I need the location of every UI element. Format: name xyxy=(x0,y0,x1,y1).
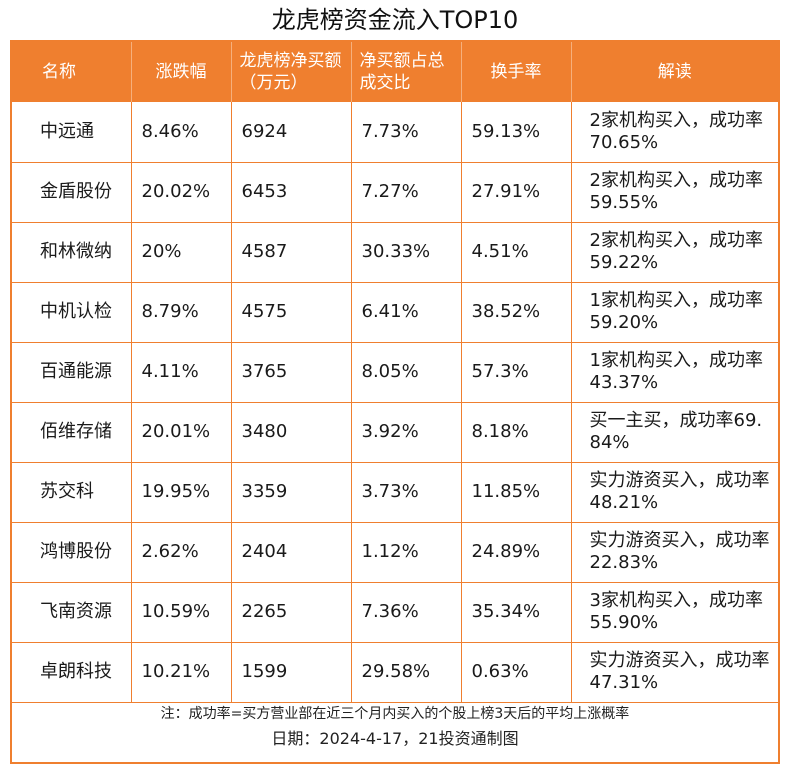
date-line: 日期：2024-4-17，21投资通制图 xyxy=(271,729,519,748)
cell-note: 3家机构买入，成功率55.90% xyxy=(571,582,778,643)
cell-net-buy: 1599 xyxy=(231,642,352,703)
cell-turnover: 57.3% xyxy=(461,342,572,403)
cell-turnover: 4.51% xyxy=(461,222,572,283)
cell-net-buy: 4587 xyxy=(231,222,352,283)
cell-name: 苏交科 xyxy=(12,462,132,523)
cell-note: 买一主买，成功率69.84% xyxy=(571,402,778,463)
table-row: 和林微纳 20% 4587 30.33% 4.51% 2家机构买入，成功率59.22% xyxy=(12,222,778,283)
cell-net-buy: 3359 xyxy=(231,462,352,523)
cell-ratio: 8.05% xyxy=(351,342,462,403)
cell-net-buy: 6924 xyxy=(231,102,352,163)
header-name: 名称 xyxy=(12,42,132,102)
cell-net-buy: 2404 xyxy=(231,522,352,583)
cell-note: 2家机构买入，成功率59.22% xyxy=(571,222,778,283)
table-row: 飞南资源 10.59% 2265 7.36% 35.34% 3家机构买入，成功率55.90… xyxy=(12,582,778,643)
table-frame: 名称 涨跌幅 龙虎榜净买额（万元） 净买额占总成交比 换手率 解读 中远通 8.4… xyxy=(10,40,780,764)
table-row: 百通能源 4.11% 3765 8.05% 57.3% 1家机构买入，成功率43.37% xyxy=(12,342,778,403)
table-row: 中远通 8.46% 6924 7.73% 59.13% 2家机构买入，成功率70.65% xyxy=(12,102,778,163)
footnote: 注：成功率=买方营业部在近三个月内买入的个股上榜3天后的平均上涨概率 xyxy=(160,706,630,722)
cell-note: 实力游资买入，成功率47.31% xyxy=(571,642,778,703)
page-title: 龙虎榜资金流入TOP10 xyxy=(271,6,519,34)
table-row: 苏交科 19.95% 3359 3.73% 11.85% 实力游资买入，成功率48.21% xyxy=(12,462,778,523)
cell-name: 中机认检 xyxy=(12,282,132,343)
cell-change: 20% xyxy=(131,222,232,283)
cell-ratio: 7.73% xyxy=(351,102,462,163)
cell-ratio: 1.12% xyxy=(351,522,462,583)
data-table: 名称 涨跌幅 龙虎榜净买额（万元） 净买额占总成交比 换手率 解读 中远通 8.4… xyxy=(12,42,778,703)
cell-note: 2家机构买入，成功率70.65% xyxy=(571,102,778,163)
table-row: 佰维存储 20.01% 3480 3.92% 8.18% 买一主买，成功率69.84% xyxy=(12,402,778,463)
cell-note: 实力游资买入，成功率22.83% xyxy=(571,522,778,583)
cell-name: 卓朗科技 xyxy=(12,642,132,703)
cell-change: 10.21% xyxy=(131,642,232,703)
cell-change: 4.11% xyxy=(131,342,232,403)
cell-turnover: 27.91% xyxy=(461,162,572,223)
cell-note: 实力游资买入，成功率48.21% xyxy=(571,462,778,523)
cell-note: 1家机构买入，成功率59.20% xyxy=(571,282,778,343)
cell-turnover: 59.13% xyxy=(461,102,572,163)
header-net-buy: 龙虎榜净买额（万元） xyxy=(231,42,352,102)
cell-change: 2.62% xyxy=(131,522,232,583)
cell-change: 20.02% xyxy=(131,162,232,223)
table-row: 卓朗科技 10.21% 1599 29.58% 0.63% 实力游资买入，成功率47.31… xyxy=(12,642,778,703)
table-row: 中机认检 8.79% 4575 6.41% 38.52% 1家机构买入，成功率59.20% xyxy=(12,282,778,343)
header-change: 涨跌幅 xyxy=(131,42,232,102)
cell-ratio: 3.92% xyxy=(351,402,462,463)
cell-name: 鸿博股份 xyxy=(12,522,132,583)
cell-ratio: 6.41% xyxy=(351,282,462,343)
cell-turnover: 11.85% xyxy=(461,462,572,523)
cell-change: 10.59% xyxy=(131,582,232,643)
cell-name: 和林微纳 xyxy=(12,222,132,283)
cell-turnover: 8.18% xyxy=(461,402,572,463)
cell-change: 19.95% xyxy=(131,462,232,523)
cell-turnover: 38.52% xyxy=(461,282,572,343)
cell-note: 2家机构买入，成功率59.55% xyxy=(571,162,778,223)
cell-name: 百通能源 xyxy=(12,342,132,403)
cell-change: 8.79% xyxy=(131,282,232,343)
cell-turnover: 0.63% xyxy=(461,642,572,703)
cell-change: 20.01% xyxy=(131,402,232,463)
cell-net-buy: 3765 xyxy=(231,342,352,403)
header-ratio: 净买额占总成交比 xyxy=(351,42,462,102)
cell-net-buy: 6453 xyxy=(231,162,352,223)
cell-turnover: 24.89% xyxy=(461,522,572,583)
cell-net-buy: 2265 xyxy=(231,582,352,643)
header-turnover: 换手率 xyxy=(461,42,572,102)
cell-name: 佰维存储 xyxy=(12,402,132,463)
cell-ratio: 30.33% xyxy=(351,222,462,283)
cell-net-buy: 3480 xyxy=(231,402,352,463)
cell-name: 中远通 xyxy=(12,102,132,163)
header-note: 解读 xyxy=(571,42,778,102)
table-row: 鸿博股份 2.62% 2404 1.12% 24.89% 实力游资买入，成功率22.83% xyxy=(12,522,778,583)
cell-ratio: 7.36% xyxy=(351,582,462,643)
header-row: 名称 涨跌幅 龙虎榜净买额（万元） 净买额占总成交比 换手率 解读 xyxy=(12,42,778,102)
cell-ratio: 7.27% xyxy=(351,162,462,223)
cell-ratio: 3.73% xyxy=(351,462,462,523)
cell-note: 1家机构买入，成功率43.37% xyxy=(571,342,778,403)
cell-net-buy: 4575 xyxy=(231,282,352,343)
cell-name: 飞南资源 xyxy=(12,582,132,643)
table-row: 金盾股份 20.02% 6453 7.27% 27.91% 2家机构买入，成功率59.55… xyxy=(12,162,778,223)
cell-name: 金盾股份 xyxy=(12,162,132,223)
cell-ratio: 29.58% xyxy=(351,642,462,703)
cell-turnover: 35.34% xyxy=(461,582,572,643)
cell-change: 8.46% xyxy=(131,102,232,163)
